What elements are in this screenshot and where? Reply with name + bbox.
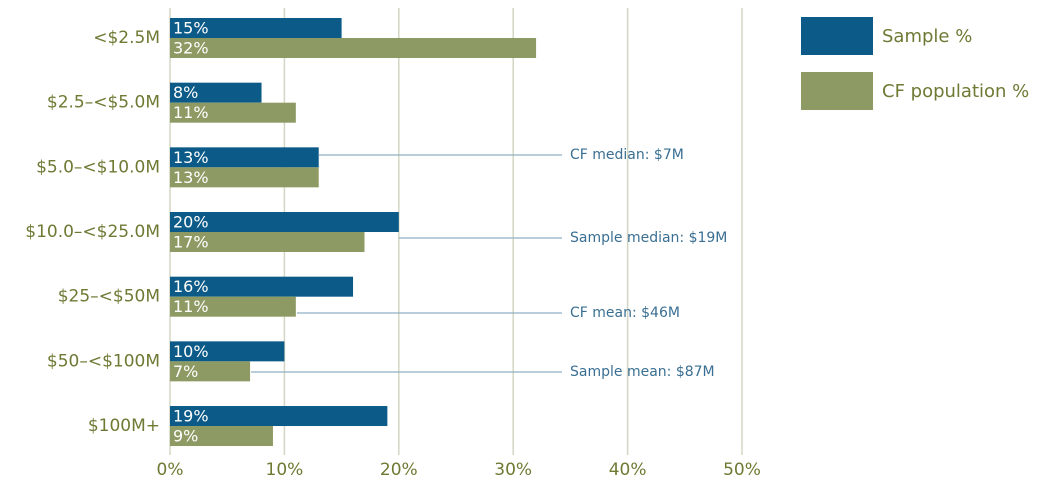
value-label: 9% — [173, 427, 198, 446]
annotation: CF median: $7M — [570, 147, 684, 163]
bar — [170, 232, 365, 253]
bar — [170, 276, 354, 297]
value-label: 19% — [173, 407, 209, 426]
value-label: 16% — [173, 277, 209, 296]
bar — [170, 102, 296, 123]
x-tick-label: 20% — [380, 460, 418, 480]
annotation: Sample median: $19M — [570, 230, 727, 246]
value-label: 11% — [173, 103, 209, 122]
value-label: 13% — [173, 148, 209, 167]
x-tick-label: 0% — [157, 460, 184, 480]
value-label: 11% — [173, 297, 209, 316]
value-label: 15% — [173, 19, 209, 38]
bar — [170, 212, 399, 233]
value-label: 10% — [173, 342, 209, 361]
bar — [170, 426, 273, 447]
y-tick-label: $10.0–<$25.0M — [25, 222, 160, 242]
value-label: 8% — [173, 83, 198, 102]
bar — [170, 406, 388, 427]
x-tick-label: 10% — [266, 460, 304, 480]
x-tick-label: 50% — [723, 460, 761, 480]
y-tick-label: $100M+ — [88, 416, 160, 436]
bar — [170, 147, 319, 168]
value-label: 13% — [173, 168, 209, 187]
y-tick-label: $2.5–<$5.0M — [47, 93, 160, 113]
value-label: 17% — [173, 233, 209, 252]
bar — [170, 296, 296, 317]
value-label: 20% — [173, 213, 209, 232]
legend-label: CF population % — [882, 81, 1029, 102]
bar — [170, 38, 537, 58]
bar — [170, 167, 319, 188]
bar — [170, 361, 251, 382]
y-tick-label: $5.0–<$10.0M — [36, 157, 160, 177]
value-label: 7% — [173, 362, 198, 381]
y-tick-label: $25–<$50M — [58, 287, 160, 307]
x-tick-label: 40% — [609, 460, 647, 480]
annotation: Sample mean: $87M — [570, 364, 715, 380]
legend-swatch — [801, 17, 873, 55]
y-tick-label: <$2.5M — [93, 28, 160, 48]
legend-label: Sample % — [882, 26, 972, 47]
x-tick-label: 30% — [494, 460, 532, 480]
y-tick-label: $50–<$100M — [47, 351, 160, 371]
value-label: 32% — [173, 39, 209, 58]
legend-swatch — [801, 72, 873, 110]
bar — [170, 82, 262, 103]
bar — [170, 18, 342, 38]
annotation: CF mean: $46M — [570, 305, 680, 321]
bar — [170, 341, 285, 362]
